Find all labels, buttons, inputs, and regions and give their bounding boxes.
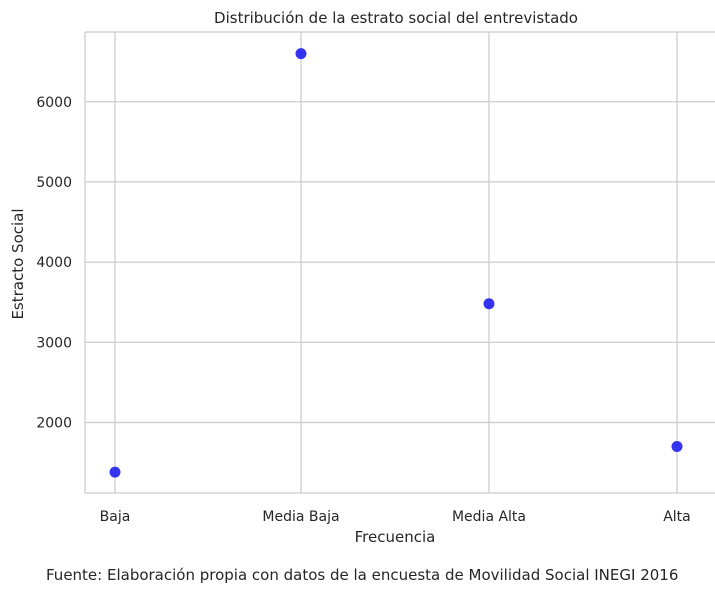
data-points <box>109 48 683 478</box>
y-tick-labels: 2000 3000 4000 5000 6000 <box>36 95 72 432</box>
x-tick-label: Alta <box>663 509 691 525</box>
source-caption: Fuente: Elaboración propia con datos de … <box>46 566 679 584</box>
x-axis-label: Frecuencia <box>355 528 436 546</box>
plot-frame <box>84 31 715 494</box>
x-tick-label: Media Baja <box>262 509 339 525</box>
x-tick-labels: Baja Media Baja Media Alta Alta <box>100 509 691 525</box>
scatter-chart: Baja Media Baja Media Alta Alta 2000 3000 400… <box>9 9 715 546</box>
horizontal-gridlines <box>85 101 715 424</box>
y-tick-label: 3000 <box>36 335 72 351</box>
y-tick-label: 5000 <box>36 175 72 191</box>
y-tick-label: 4000 <box>36 255 72 271</box>
data-point <box>295 48 307 60</box>
x-tick-label: Baja <box>100 509 131 525</box>
x-tick-label: Media Alta <box>452 509 526 525</box>
data-point <box>671 440 683 452</box>
y-tick-label: 6000 <box>36 95 72 111</box>
chart-title: Distribución de la estrato social del en… <box>214 9 578 27</box>
data-point <box>109 466 121 478</box>
data-point <box>483 298 495 310</box>
y-axis-label: Estracto Social <box>9 208 27 319</box>
y-tick-label: 2000 <box>36 415 72 431</box>
